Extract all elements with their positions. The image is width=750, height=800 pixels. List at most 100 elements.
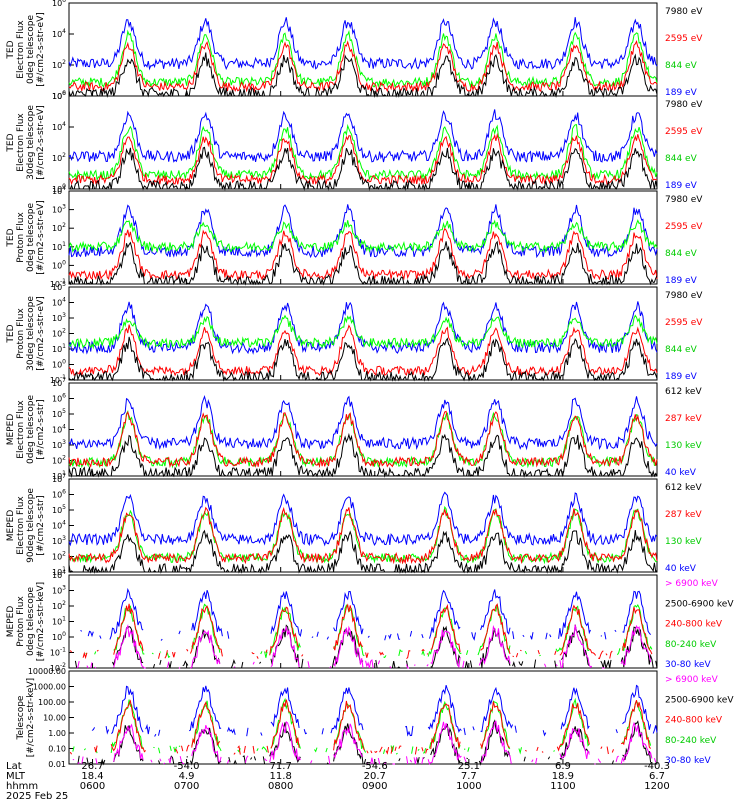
y-tick-label: 102 — [52, 328, 66, 339]
panel-5: 101 102 103 104 105 106 107 MEPEDElectron Flux0… — [6, 377, 702, 481]
series-line — [68, 336, 658, 382]
series-line — [68, 491, 658, 547]
legend-entry: 844 eV — [665, 345, 698, 355]
y-axis-label: MEPEDProton Flux0deg telescope[#/cm2-s-s… — [6, 582, 46, 661]
legend-entry: 130 keV — [665, 537, 702, 547]
x-col-lat: 6.9 — [555, 761, 571, 772]
y-tick-label: 104 — [52, 520, 66, 531]
series-line — [68, 123, 658, 182]
y-tick-label: 102 — [52, 152, 66, 163]
y-tick-label: 102 — [52, 59, 66, 70]
x-col-hhmm: 1200 — [644, 781, 669, 792]
legend-entry: 7980 eV — [665, 7, 703, 17]
y-tick-label: 103 — [52, 439, 66, 450]
legend-entry: 2595 eV — [665, 34, 703, 44]
y-tick-label: 100 — [52, 90, 66, 101]
x-col-mlt: 18.9 — [552, 771, 574, 782]
legend-entry: 844 eV — [665, 249, 698, 259]
legend-entry: > 6900 keV — [665, 675, 719, 685]
x-col-mlt: 18.4 — [81, 771, 103, 782]
panel-1: 100 102 104 106 TEDElectron Flux0deg telesco… — [6, 0, 703, 101]
y-tick-label: 105 — [52, 281, 66, 292]
series-line — [68, 52, 658, 98]
legend-entry: 287 keV — [665, 414, 702, 424]
x-col-hhmm: 1000 — [456, 781, 481, 792]
series-line — [68, 40, 658, 93]
y-tick-label: 100 — [52, 359, 66, 370]
series-line — [81, 590, 656, 641]
y-axis-label: TEDElectron Flux0deg telescope[#/cm2-s-s… — [6, 12, 46, 87]
y-tick-label: 104 — [52, 297, 66, 308]
x-col-mlt: 20.7 — [364, 771, 386, 782]
legend-entry: 80-240 keV — [665, 640, 717, 650]
legend-entry: 612 keV — [665, 387, 702, 397]
y-tick-label: 101 — [52, 343, 66, 354]
x-col-lat: 25.1 — [458, 761, 480, 772]
legend-entry: 189 eV — [665, 88, 698, 98]
y-tick-label: 102 — [52, 222, 66, 233]
legend-entry: > 6900 keV — [665, 579, 719, 589]
y-tick-label: 10-1 — [50, 647, 66, 658]
y-tick-label: 105 — [52, 408, 66, 419]
y-tick-label: 1.00 — [48, 729, 66, 738]
series-line — [68, 410, 658, 469]
series-line — [68, 17, 658, 71]
y-axis-label: TEDProton Flux0deg telescope[#/cm2-s-str… — [6, 200, 46, 275]
legend-entry: 2595 eV — [665, 318, 703, 328]
series-line — [68, 240, 658, 286]
y-axis-label: TEDElectron Flux30deg telescope[#/cm2-s-… — [6, 105, 46, 180]
legend-entry: 287 keV — [665, 510, 702, 520]
legend-entry: 7980 eV — [665, 100, 703, 110]
legend-entry: 189 eV — [665, 276, 698, 286]
panel-3: 10-1 100 101 102 103 104 TEDProton Flux0deg te… — [6, 185, 703, 289]
y-tick-label: 105 — [52, 504, 66, 515]
y-tick-label: 104 — [52, 185, 66, 196]
legend-entry: 2500-6900 keV — [665, 695, 734, 705]
y-tick-label: 102 — [52, 551, 66, 562]
y-tick-label: 106 — [52, 90, 66, 101]
series-line — [76, 624, 652, 669]
legend-entry: 30-80 keV — [665, 660, 711, 670]
y-tick-label: 106 — [52, 489, 66, 500]
series-line — [68, 133, 658, 186]
panel-frame — [68, 2, 658, 97]
legend-entry: 40 keV — [665, 564, 697, 574]
x-col-hhmm: 0600 — [80, 781, 105, 792]
x-col-hhmm: 0700 — [174, 781, 199, 792]
x-col-lat: 26.7 — [81, 761, 103, 772]
series-line — [68, 410, 658, 469]
x-col-lat: -54.6 — [362, 761, 388, 772]
panel-8: 0.01 0.10 1.00 10.00 100.00 1000.00 10000.00 Te… — [16, 667, 734, 769]
y-axis-label: TEDProton Flux30deg telescope[#/cm2-s-st… — [6, 296, 46, 371]
y-tick-label: 1000.00 — [33, 683, 66, 692]
legend-entry: 240-800 keV — [665, 716, 723, 726]
series-line — [68, 219, 658, 254]
y-tick-label: 103 — [52, 312, 66, 323]
x-row-label-mlt: MLT — [6, 771, 26, 782]
y-tick-label: 101 — [52, 470, 66, 481]
y-tick-label: 101 — [52, 241, 66, 252]
x-col-hhmm: 0800 — [268, 781, 293, 792]
y-tick-label: 101 — [52, 566, 66, 577]
series-line — [68, 529, 658, 574]
legend-entry: 844 eV — [665, 154, 698, 164]
legend-entry: 40 keV — [665, 468, 697, 478]
series-line — [68, 227, 658, 281]
legend-entry: 189 eV — [665, 372, 698, 382]
y-axis-label: Telescope[#/cm2-s-str-keV] — [16, 678, 36, 757]
y-tick-label: 100.00 — [38, 698, 66, 707]
legend-entry: 2595 eV — [665, 127, 703, 137]
series-line — [77, 719, 652, 766]
y-tick-label: 104 — [52, 121, 66, 132]
y-tick-label: 100 — [52, 631, 66, 642]
series-line — [68, 301, 658, 355]
y-tick-label: 103 — [52, 535, 66, 546]
legend-entry: 80-240 keV — [665, 736, 717, 746]
y-tick-label: 106 — [52, 393, 66, 404]
legend-entry: 612 keV — [665, 483, 702, 493]
y-tick-label: 107 — [52, 377, 66, 388]
legend-entry: 240-800 keV — [665, 620, 723, 630]
series-line — [68, 506, 658, 565]
